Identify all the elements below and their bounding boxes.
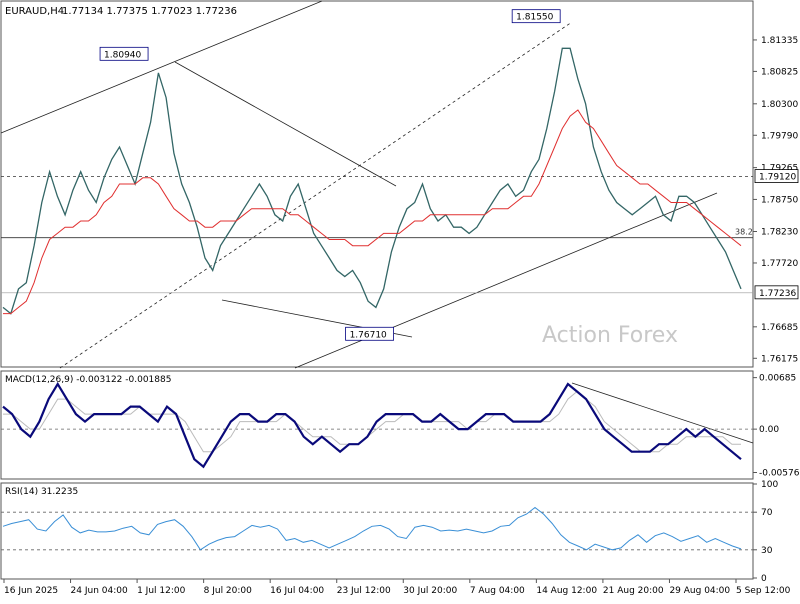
price-y-tick-label: 1.76175 [761,354,798,364]
rsi-y-tick-label: 70 [761,508,773,518]
falling-trendline [174,61,397,187]
price-annotation-box [511,9,561,24]
chart-symbol: EURAUD,H4 [5,6,64,17]
x-tick-label: 1 Jul 12:00 [137,586,186,596]
x-tick-label: 5 Sep 12:00 [736,586,791,596]
macd-y-tick-label: 0.00685 [759,374,796,384]
macd-y-tick-label: -0.005768 [759,468,800,478]
price-annotation-label: 1.76710 [350,330,387,340]
rsi-marks: 100 70 30 0 [1,480,778,584]
price-y-tick-label: 1.80825 [761,67,798,77]
price-y-tick-label: 1.80300 [761,100,798,110]
x-tick-label: 30 Jul 20:00 [403,586,457,596]
rsi-y-tick-label: 30 [761,546,773,556]
rsi-panel-frame [0,482,754,580]
x-tick-label: 16 Jun 2025 [4,586,58,596]
macd-trendline [571,382,754,444]
watermark: Action Forex [542,323,678,348]
price-panel-frame [0,0,754,368]
x-axis: 16 Jun 2025 24 Jun 04:00 1 Jul 12:00 8 Jul … [3,579,791,596]
macd-y-tick-label: 0.00 [759,425,779,435]
fib-38-label: 38.2 [735,228,753,237]
price-y-tick-label: 1.76685 [761,323,798,333]
current-price-label: 1.77236 [759,289,796,299]
rsi-y-tick-label: 100 [761,480,778,490]
price-annotation-box [345,326,394,341]
price-y-tick-label: 1.78230 [761,228,798,238]
macd-marks: 0.00685 0.00 -0.005768 [1,374,800,478]
price-annotation-label: 1.80940 [104,50,141,60]
price-annotation-label: 1.81550 [516,13,553,23]
price-y-tick-label: 1.79790 [761,131,798,141]
upper-trendline [0,0,323,134]
price-y-tick-label: 1.78750 [761,195,798,205]
series-line-rsi [2,506,742,551]
x-tick-label: 7 Aug 04:00 [470,586,525,596]
price-y-tick-label: 1.81335 [761,36,798,46]
x-tick-label: 23 Jul 12:00 [337,586,391,596]
price-y-tick-label: 1.77720 [761,259,798,269]
current-price-box [754,285,799,300]
price-annotation-box [99,46,149,61]
macd-label: MACD(12,26,9) -0.003122 -0.001885 [5,375,171,385]
resistance-level-label: 1.79120 [759,173,796,183]
price-y-tick-label: 1.79265 [761,164,798,174]
x-tick-label: 29 Aug 04:00 [669,586,730,596]
x-tick-label: 21 Aug 20:00 [603,586,664,596]
series-line-signal [3,390,741,453]
resistance-level-box [754,169,799,183]
series-line-price [2,47,742,315]
x-tick-label: 8 Jul 20:00 [204,586,253,596]
rsi-label: RSI(14) 31.2235 [5,487,78,497]
series-line-ma [3,109,742,315]
dotted-channel-line [59,21,573,369]
chart-header-values: 1.77134 1.77375 1.77023 1.77236 [62,6,237,17]
price-marks: 1.81335 1.80825 1.80300 1.79790 1.79265 1.787… [1,9,799,364]
x-tick-label: 24 Jun 04:00 [71,586,128,596]
series-line-macd [2,381,742,469]
x-tick-label: 14 Aug 12:00 [536,586,597,596]
rsi-y-tick-label: 0 [761,574,767,584]
macd-panel-frame [0,370,754,480]
x-tick-label: 16 Jul 04:00 [270,586,324,596]
